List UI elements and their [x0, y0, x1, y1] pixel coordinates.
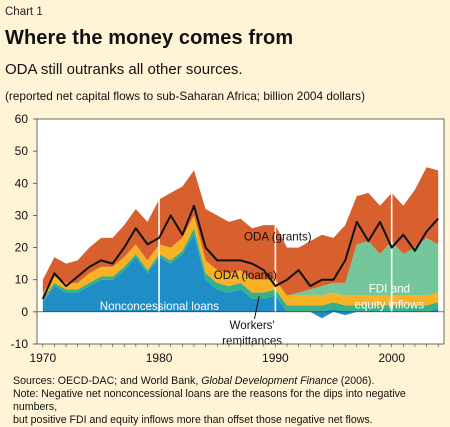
stacked-area-chart: -10 0 10 20 30 40 50 60 1970 1980 1990 2000 ODA (g…	[11, 112, 445, 365]
label-fdi-1: FDI and	[369, 283, 410, 296]
chart-title: Where the money comes from	[5, 27, 294, 49]
y-tick-label: 60	[15, 112, 29, 126]
note-line-2: but positive FDI and equity inflows more…	[13, 414, 373, 426]
label-workers-1: Workers'	[230, 319, 275, 332]
chart-number: Chart 1	[5, 6, 43, 18]
y-tick-label: 30	[15, 208, 29, 222]
y-tick-label: 0	[21, 305, 28, 319]
y-tick-label: 40	[15, 176, 29, 190]
note-line-1: Note: Negative net nonconcessional loans…	[13, 388, 406, 413]
label-oda-loans: ODA (loans)	[214, 269, 277, 282]
area-fdi-and-equity-inflows	[42, 215, 439, 296]
label-fdi-2: equity inflows	[355, 299, 425, 312]
workers-pointer-line	[253, 296, 260, 320]
area-nonconcessional-loans	[42, 234, 439, 319]
label-workers-2: remittances	[222, 335, 282, 348]
x-tick-label: 1990	[262, 351, 289, 365]
y-tick-label: -10	[11, 337, 29, 351]
label-oda-grants: ODA (grants)	[244, 231, 312, 244]
area-workers-remittances	[42, 228, 439, 312]
sources-line: Sources: OECD-DAC; and World Bank, Globa…	[13, 375, 443, 388]
areas-group	[42, 167, 439, 319]
x-tick-label: 1970	[29, 351, 56, 365]
x-tick-label: 2000	[378, 351, 405, 365]
sources-title: Global Development Finance	[201, 375, 338, 387]
x-axis: 1970 1980 1990 2000	[29, 344, 439, 365]
total-flow-line	[41, 204, 439, 300]
sources-suffix: (2006).	[337, 375, 375, 387]
y-tick-label: 10	[15, 273, 29, 287]
x-gridlines	[158, 119, 393, 344]
label-nonconcessional-loans: Nonconcessional loans	[100, 300, 219, 313]
units-note: (reported net capital flows to sub-Sahar…	[5, 89, 366, 103]
y-axis: -10 0 10 20 30 40 50 60	[11, 112, 37, 351]
sources-block: Sources: OECD-DAC; and World Bank, Globa…	[13, 375, 443, 427]
y-tick-label: 20	[15, 241, 29, 255]
chart-subtitle: ODA still outranks all other sources.	[5, 61, 243, 78]
annotations: ODA (grants) ODA (loans) Nonconcessional l…	[100, 231, 425, 348]
area-oda-grants	[42, 167, 439, 296]
y-tick-label: 50	[15, 144, 29, 158]
sources-prefix: Sources: OECD-DAC; and World Bank,	[13, 375, 202, 387]
x-tick-label: 1980	[146, 351, 173, 365]
area-oda-loans	[42, 215, 439, 306]
